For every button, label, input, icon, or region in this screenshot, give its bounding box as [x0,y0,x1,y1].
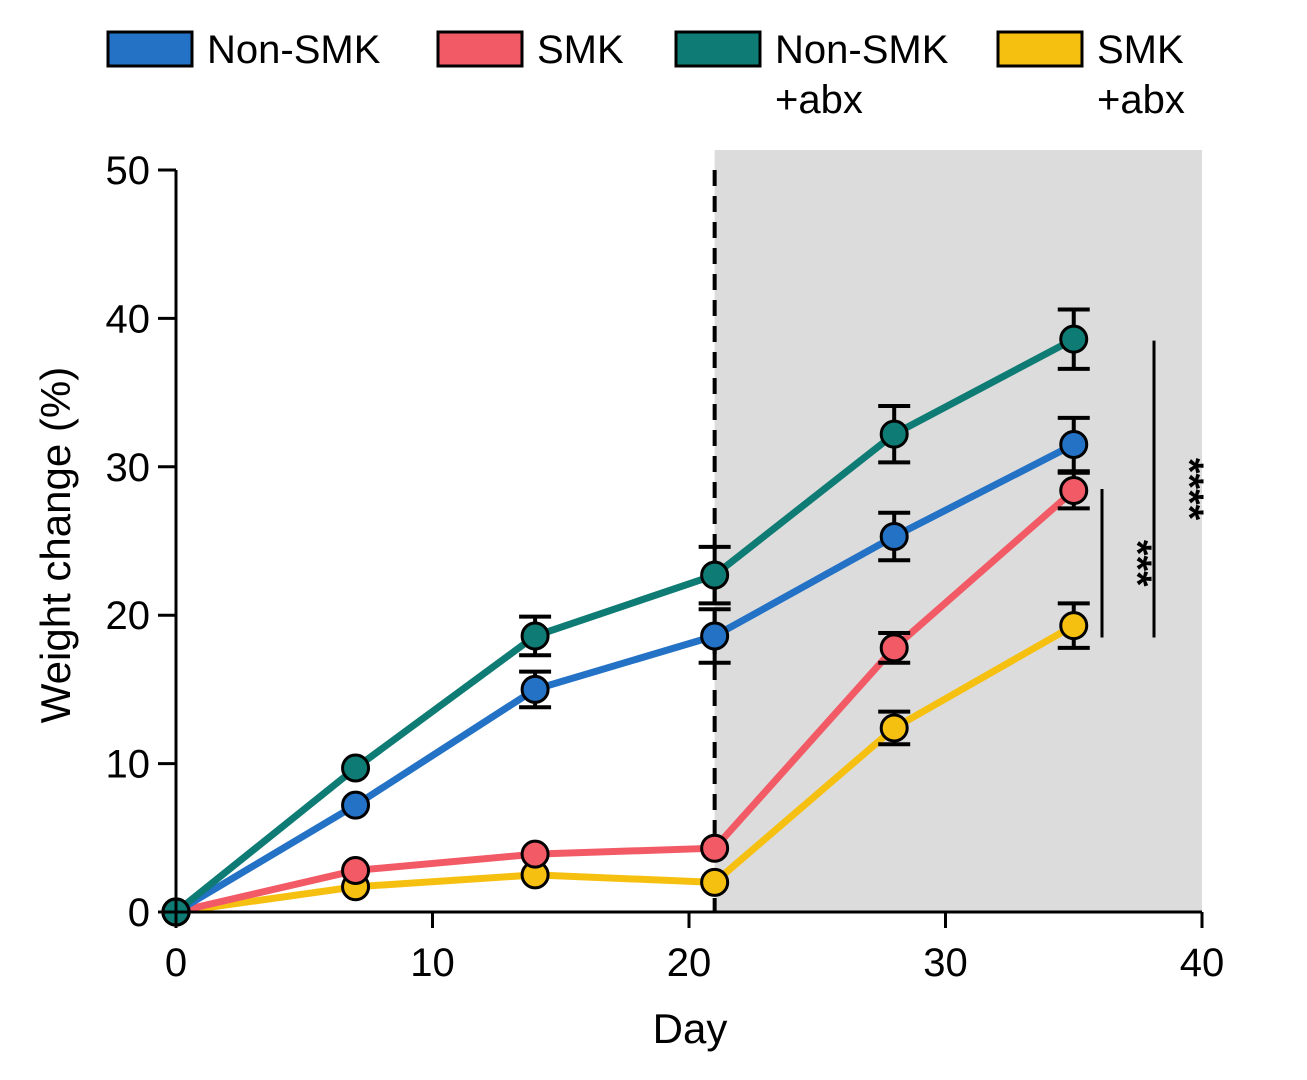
significance-label: *** [1115,540,1159,587]
y-tick-label: 20 [106,594,151,638]
data-point [341,790,371,820]
legend-label: SMK [537,28,624,72]
data-point [520,674,550,704]
legend-label: SMK [1097,28,1184,72]
legend-swatch [674,30,762,68]
y-tick-label: 30 [106,446,151,490]
axes: 0 10 20 30 40 50 0 10 20 30 40 [106,149,1225,985]
significance-label: **** [1167,458,1211,521]
data-point [520,839,550,869]
data-point [1059,324,1089,354]
x-tick-label: 20 [667,941,712,985]
legend-label: +abx [1097,78,1185,122]
plot-area: ******* [161,170,1211,927]
data-point [700,867,730,897]
x-tick-label: 10 [410,941,455,985]
legend-swatch [996,30,1084,68]
legend: Non-SMK SMK Non-SMK +abx SMK +abx [106,28,1185,122]
legend-swatch [106,30,194,68]
data-point [520,621,550,651]
x-tick-label: 0 [165,941,187,985]
x-axis-title: Day [653,1005,728,1052]
y-tick-label: 40 [106,297,151,341]
data-point [879,633,909,663]
y-tick-label: 0 [128,891,150,935]
x-tick-label: 30 [923,941,968,985]
data-point [700,621,730,651]
y-tick-label: 50 [106,149,151,193]
data-point [879,522,909,552]
shaded-region [714,150,1202,912]
series-line [175,487,1077,916]
series-line [173,336,1076,915]
series-line [174,441,1076,916]
data-point [341,855,371,885]
data-point [700,560,730,590]
data-point [700,833,730,863]
data-point [879,713,909,743]
data-point [1059,430,1089,460]
legend-label: Non-SMK [775,28,949,72]
legend-label: +abx [775,78,863,122]
y-axis-title: Weight change (%) [32,367,79,723]
legend-swatch [436,30,524,68]
data-point [1059,611,1089,641]
x-tick-label: 40 [1180,941,1225,985]
data-point [341,753,371,783]
y-tick-label: 10 [106,743,151,787]
data-point [1059,476,1089,506]
series-line [175,622,1076,916]
data-point [879,419,909,449]
legend-label: Non-SMK [207,28,381,72]
